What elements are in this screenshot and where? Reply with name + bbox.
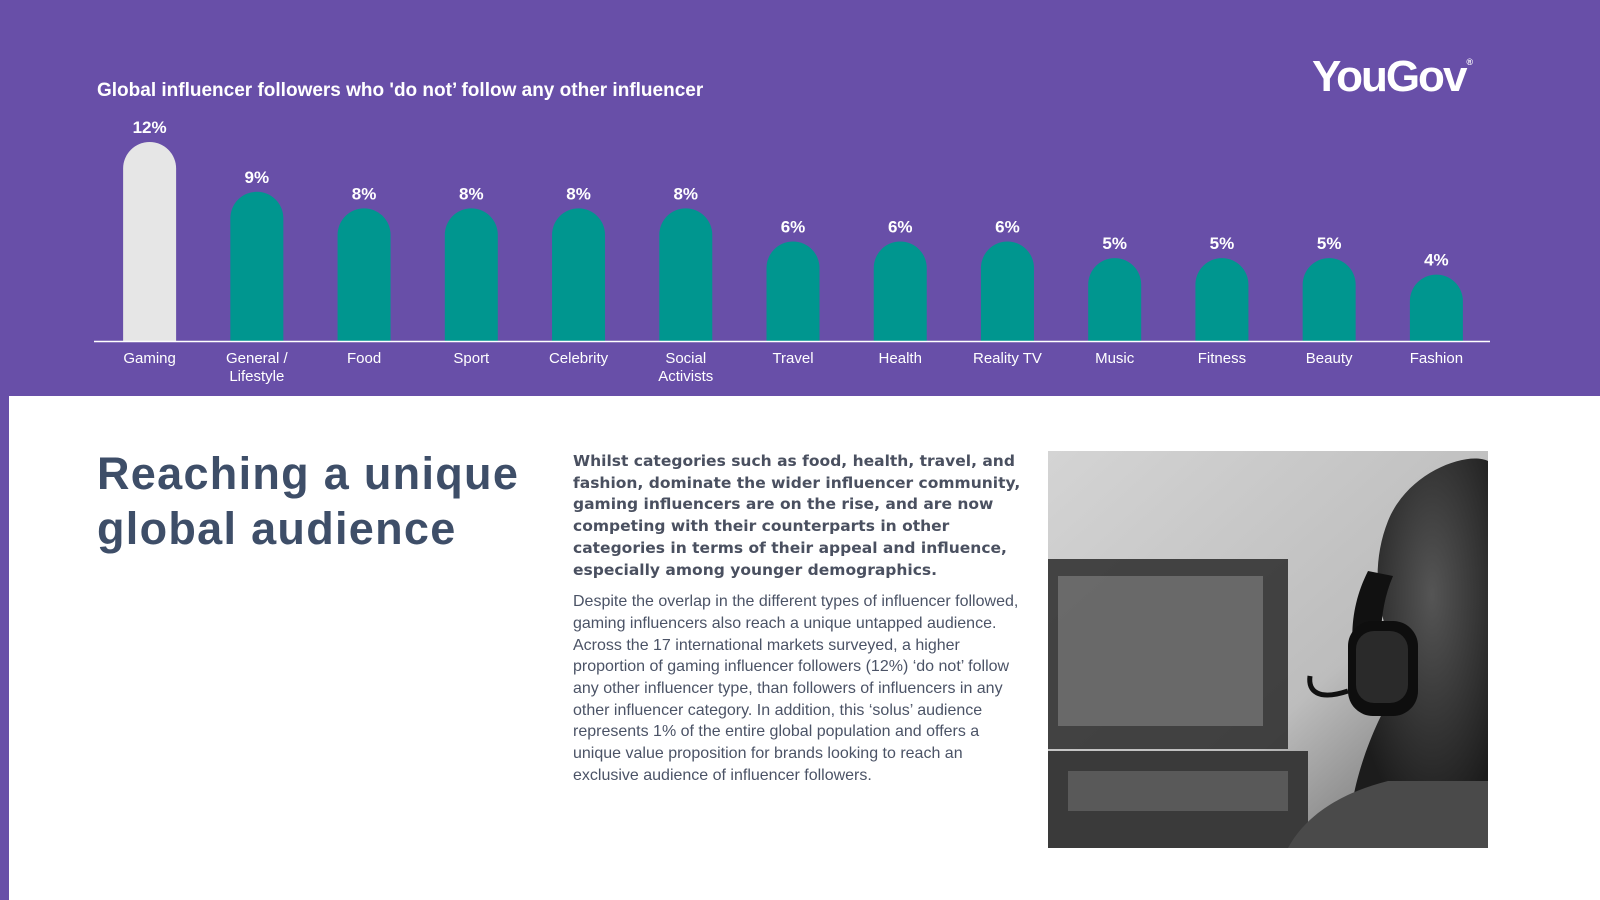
category-label: Music xyxy=(1095,350,1135,367)
data-label: 8% xyxy=(673,184,698,203)
article-copy: Whilst categories such as food, health, … xyxy=(573,451,1023,797)
data-label: 6% xyxy=(781,218,806,237)
data-label: 5% xyxy=(1210,234,1235,253)
bar-food xyxy=(337,208,391,341)
logo-text: YouGov xyxy=(1312,52,1467,101)
body-paragraph: Despite the overlap in the different typ… xyxy=(573,593,1019,784)
category-label: Sport xyxy=(453,350,490,367)
section-headline: Reaching a unique global audience xyxy=(97,448,520,554)
registered-mark: ® xyxy=(1466,57,1474,67)
category-label: Fashion xyxy=(1410,350,1463,367)
bar-reality-tv xyxy=(980,241,1034,341)
bar-general-lifestyle xyxy=(230,191,284,341)
data-label: 8% xyxy=(459,184,484,203)
bar-celebrity xyxy=(552,208,606,341)
yougov-logo: YouGov® xyxy=(1312,52,1473,102)
bar-sport xyxy=(444,208,498,341)
bar-fitness xyxy=(1195,258,1249,341)
category-label: Fitness xyxy=(1198,350,1246,367)
category-label: Travel xyxy=(772,350,813,367)
bar-fashion xyxy=(1409,274,1463,341)
data-label: 8% xyxy=(566,184,591,203)
data-label: 6% xyxy=(995,218,1020,237)
data-label: 5% xyxy=(1102,234,1127,253)
chart-title: Global influencer followers who 'do not’… xyxy=(97,80,704,101)
bar-music xyxy=(1088,258,1142,341)
category-label: General / Lifestyle xyxy=(226,350,289,385)
gamer-photo xyxy=(1048,451,1488,848)
data-label: 5% xyxy=(1317,234,1342,253)
category-label: Health xyxy=(879,350,922,367)
bar-travel xyxy=(766,241,820,341)
data-label: 12% xyxy=(133,118,167,137)
category-label: Food xyxy=(347,350,381,367)
data-label: 4% xyxy=(1424,251,1449,270)
bar-health xyxy=(873,241,927,341)
category-label: Reality TV xyxy=(973,350,1042,367)
bar-social-activists xyxy=(659,208,713,341)
category-label: Beauty xyxy=(1306,350,1353,367)
category-label: Social Activists xyxy=(658,350,713,385)
content-panel: Reaching a unique global audience Whilst… xyxy=(9,396,1600,900)
bar-chart: 12% Gaming 9% General / Lifestyle 8% Food 8% Spo… xyxy=(94,118,1490,385)
bar-gaming xyxy=(123,142,177,341)
category-label: Gaming xyxy=(123,350,176,367)
data-label: 8% xyxy=(352,184,377,203)
data-label: 6% xyxy=(888,218,913,237)
lead-paragraph: Whilst categories such as food, health, … xyxy=(573,452,1021,579)
bar-beauty xyxy=(1302,258,1356,341)
category-label: Celebrity xyxy=(549,350,609,367)
data-label: 9% xyxy=(245,168,270,187)
